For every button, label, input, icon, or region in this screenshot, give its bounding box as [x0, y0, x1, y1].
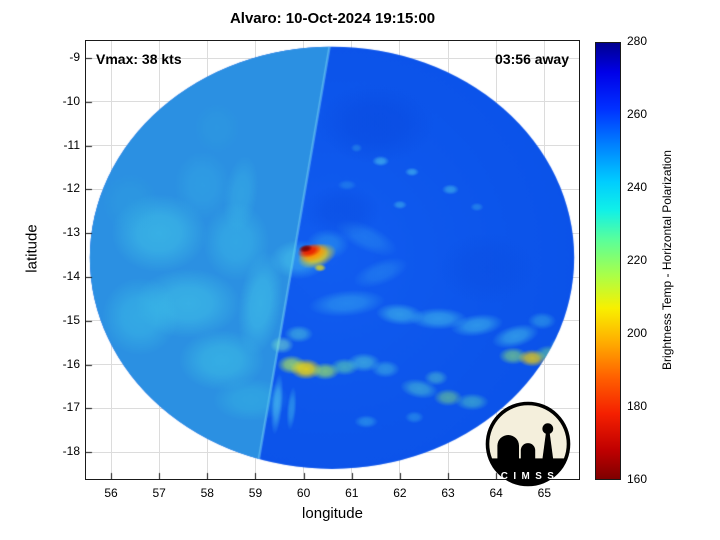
- colorbar: [595, 42, 621, 480]
- x-axis-label: longitude: [302, 505, 363, 522]
- observatory-dome-icon: [497, 435, 519, 460]
- y-tick-label: -14: [62, 269, 80, 284]
- colorbar-tick-label: 220: [627, 253, 648, 267]
- countdown-annotation: 03:56 away: [495, 51, 569, 67]
- y-tick-label: -12: [62, 181, 80, 196]
- colorbar-label: Brightness Temp - Horizontal Polarizatio…: [660, 150, 674, 370]
- colorbar-tick-label: 160: [627, 472, 648, 486]
- x-tick-label: 62: [393, 486, 407, 500]
- storm-swath-image: [86, 41, 579, 479]
- x-tick-label: 60: [296, 486, 311, 500]
- colorbar-tick-label: 280: [627, 34, 648, 48]
- colorbar-tick-label: 240: [627, 180, 648, 194]
- y-axis-label: latitude: [23, 224, 41, 273]
- y-tick-label: -15: [62, 312, 80, 327]
- x-tick-label: 65: [537, 486, 551, 500]
- x-tick-label: 61: [345, 486, 359, 500]
- y-tick-label: -9: [69, 50, 80, 65]
- colorbar-tick-label: 260: [627, 107, 648, 121]
- y-tick-label: -16: [62, 356, 80, 371]
- cimss-logo-text: C I M S S: [501, 471, 555, 482]
- y-tick-label: -10: [62, 93, 80, 108]
- x-tick-label: 63: [441, 486, 455, 500]
- colorbar-tick-label: 180: [627, 399, 648, 413]
- x-tick-label: 57: [152, 486, 166, 500]
- x-tick-label: 59: [248, 486, 263, 500]
- cimss-logo: C I M S S: [485, 401, 571, 487]
- plot-title: Alvaro: 10-Oct-2024 19:15:00: [229, 10, 436, 27]
- x-tick-label: 58: [200, 486, 214, 500]
- y-tick-label: -11: [63, 137, 80, 152]
- satellite-dish-icon: [542, 423, 554, 435]
- vmax-annotation: Vmax: 38 kts: [96, 51, 182, 67]
- colorbar-tick-label: 200: [627, 326, 648, 340]
- x-tick-label: 56: [104, 486, 118, 500]
- small-dome-icon: [520, 443, 536, 460]
- y-tick-label: -13: [62, 225, 80, 240]
- y-tick-label: -18: [62, 444, 80, 459]
- y-tick-label: -17: [62, 400, 80, 415]
- water-tower-icon: [542, 432, 554, 460]
- plot-area: Vmax: 38 kts 03:56 away C I M S S: [85, 40, 580, 487]
- x-tick-label: 64: [489, 486, 503, 500]
